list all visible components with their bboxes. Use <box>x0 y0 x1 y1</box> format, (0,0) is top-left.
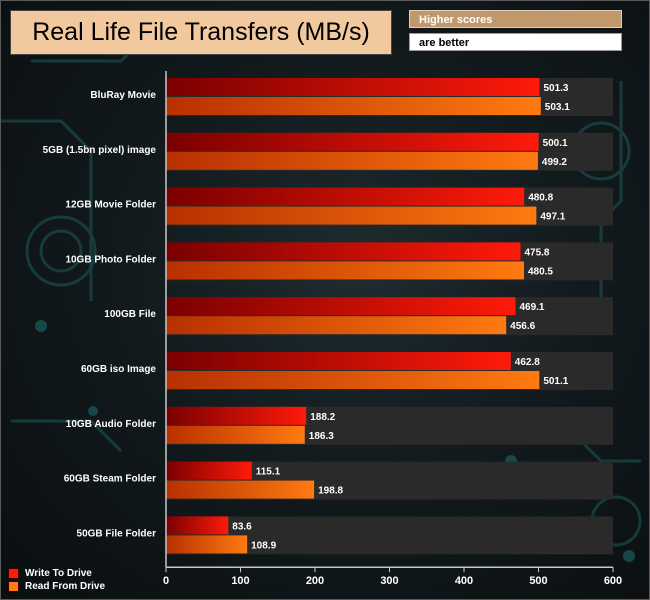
value-label: 456.6 <box>510 321 535 332</box>
value-label: 108.9 <box>251 540 276 551</box>
category-label: 60GB iso Image <box>81 364 156 375</box>
legend-swatch-read <box>8 581 19 592</box>
chart-title: Real Life File Transfers (MB/s) <box>10 10 392 55</box>
x-tick-label: 0 <box>163 575 169 587</box>
value-label: 469.1 <box>519 302 544 313</box>
bar-track <box>166 516 613 536</box>
bar-write <box>166 406 307 425</box>
legend-item-write: Write To Drive <box>8 567 105 580</box>
category-label: 100GB File <box>104 309 156 320</box>
legend-label-read: Read From Drive <box>25 581 106 592</box>
x-tick-label: 200 <box>306 575 324 587</box>
category-label: 10GB Audio Folder <box>66 419 156 430</box>
bar-read <box>166 371 540 389</box>
value-label: 480.8 <box>528 193 553 204</box>
legend-swatch-write <box>8 568 19 579</box>
bar-read <box>166 97 541 115</box>
legend: Write To Drive Read From Drive <box>8 567 105 593</box>
bar-read <box>166 535 248 554</box>
value-label: 83.6 <box>232 521 252 532</box>
bar-write <box>166 516 229 535</box>
higher-scores-note: Higher scores <box>409 10 622 28</box>
value-label: 115.1 <box>256 467 281 478</box>
x-tick-label: 300 <box>380 575 398 587</box>
category-label: 60GB Steam Folder <box>64 474 156 485</box>
bar-write <box>166 78 540 96</box>
value-label: 501.3 <box>543 83 568 94</box>
bar-read <box>166 425 305 444</box>
value-label: 497.1 <box>540 212 565 223</box>
are-better-note: are better <box>409 33 622 51</box>
x-tick-label: 600 <box>604 575 622 587</box>
value-label: 503.1 <box>545 102 570 113</box>
value-label: 462.8 <box>515 357 540 368</box>
category-label: 50GB File Folder <box>77 528 157 539</box>
value-label: 500.1 <box>543 138 568 149</box>
value-label: 480.5 <box>528 266 553 277</box>
value-label: 186.3 <box>309 431 334 442</box>
bar-read <box>166 151 538 170</box>
bar-write <box>166 352 511 370</box>
legend-label-write: Write To Drive <box>25 568 92 579</box>
category-label: BluRay Movie <box>90 90 156 101</box>
bar-write <box>166 132 539 151</box>
x-tick-label: 400 <box>455 575 473 587</box>
bar-write <box>166 461 252 480</box>
bar-write <box>166 242 521 261</box>
value-label: 499.2 <box>542 157 567 168</box>
bar-write <box>166 187 525 206</box>
value-label: 198.8 <box>318 486 343 497</box>
bar-read <box>166 316 507 335</box>
bar-track <box>166 535 613 555</box>
value-label: 188.2 <box>310 412 335 423</box>
bar-read <box>166 206 537 225</box>
legend-item-read: Read From Drive <box>8 580 105 593</box>
value-label: 501.1 <box>543 376 568 387</box>
x-tick-label: 500 <box>529 575 547 587</box>
bar-read <box>166 261 524 280</box>
category-label: 5GB (1.5bn pixel) image <box>43 145 157 156</box>
x-tick-label: 100 <box>231 575 249 587</box>
value-label: 475.8 <box>524 247 549 258</box>
category-label: 12GB Movie Folder <box>65 200 156 211</box>
category-label: 10GB Photo Folder <box>65 254 156 265</box>
bar-write <box>166 297 516 316</box>
bar-track <box>166 461 613 481</box>
bar-read <box>166 480 315 499</box>
